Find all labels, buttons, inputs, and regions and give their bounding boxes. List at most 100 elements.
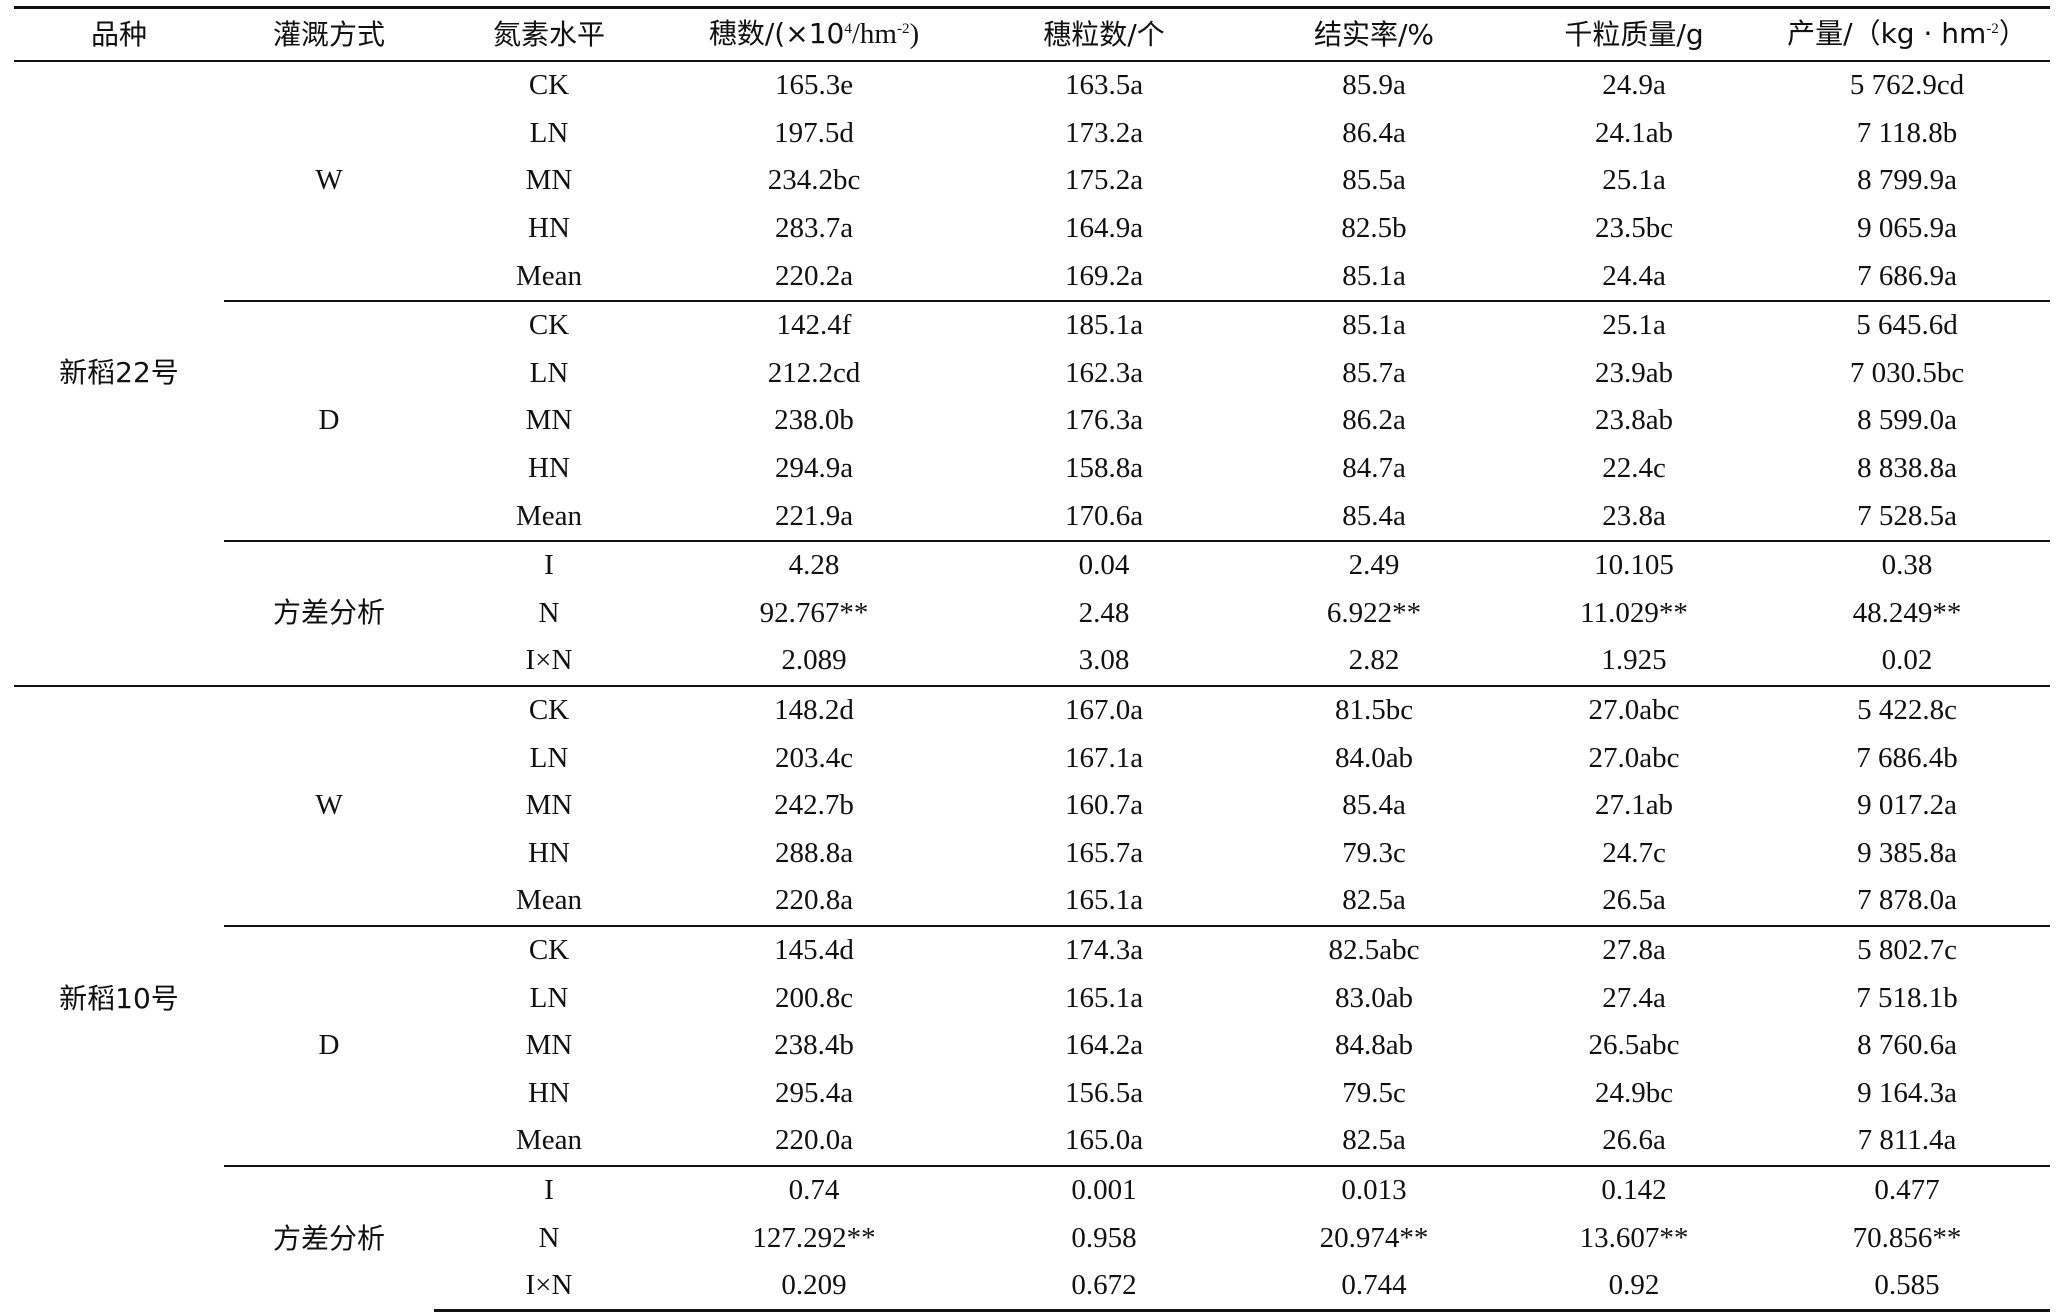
yield-cell: 7 118.8b <box>1856 116 1958 149</box>
nitrogen-level: HN <box>528 836 570 869</box>
grain-weight-cell: 27.8a <box>1504 924 1764 975</box>
data-table-sheet: 品种 灌溉方式 氮素水平 穗数/(×104/hm-2) 穗粒数/个 结实率/% … <box>14 6 2050 1312</box>
panicles-cell: 142.4f <box>664 299 964 350</box>
grains-cell: 3.08 <box>1078 644 1130 677</box>
yield-components-table: 品种 灌溉方式 氮素水平 穗数/(×104/hm-2) 穗粒数/个 结实率/% … <box>14 6 2050 1312</box>
irrigation-cell: 方差分析 <box>224 539 434 686</box>
seed-setting-cell: 0.744 <box>1244 1261 1504 1312</box>
seed-setting-cell: 82.5abc <box>1244 924 1504 975</box>
table-row: Mean 220.0a 165.0a 82.5a 26.6a 7 811.4a <box>14 1117 2050 1166</box>
seed-setting-cell: 86.4a <box>1342 116 1406 149</box>
seed-setting-cell: 85.7a <box>1342 356 1406 389</box>
grain-weight-cell: 26.6a <box>1602 1124 1666 1157</box>
yield-cell: 9 017.2a <box>1857 789 1957 822</box>
header-variety: 品种 <box>14 6 224 62</box>
table-row: I×N 0.209 0.672 0.744 0.92 0.585 <box>14 1261 2050 1312</box>
grains-cell: 174.3a <box>964 924 1244 975</box>
grains-cell: 158.8a <box>1064 452 1144 485</box>
nitrogen-level: I×N <box>525 644 573 677</box>
grains-cell: 165.0a <box>1064 1124 1144 1157</box>
yield-cell: 8 799.9a <box>1857 164 1957 197</box>
nitrogen-level: N <box>538 1221 560 1254</box>
grain-weight-cell: 11.029** <box>1580 596 1688 629</box>
grain-weight-cell: 25.1a <box>1602 164 1666 197</box>
grain-weight-cell: 10.105 <box>1504 539 1764 590</box>
header-irrigation: 灌溉方式 <box>224 6 434 62</box>
panicles-cell: 145.4d <box>664 924 964 975</box>
header-panicles-mid: /hm <box>851 18 897 50</box>
panicles-cell: 295.4a <box>774 1076 854 1109</box>
grains-cell: 0.958 <box>1071 1221 1137 1254</box>
header-grain-weight: 千粒质量/g <box>1504 6 1764 62</box>
grains-cell: 170.6a <box>1064 499 1144 532</box>
grain-weight-cell: 26.5abc <box>1588 1029 1680 1062</box>
table-row: 方差分析 I 4.28 0.04 2.49 10.105 0.38 <box>14 539 2050 686</box>
grains-cell: 0.001 <box>964 1164 1244 1215</box>
yield-cell: 7 686.9a <box>1857 259 1957 292</box>
grain-weight-cell: 24.4a <box>1602 259 1666 292</box>
grains-cell: 167.0a <box>964 684 1244 735</box>
grains-cell: 0.672 <box>964 1261 1244 1312</box>
seed-setting-cell: 86.2a <box>1342 404 1406 437</box>
nitrogen-level: I <box>434 539 664 590</box>
variety-cell: 新稻10号 <box>14 684 224 1311</box>
grain-weight-cell: 0.92 <box>1504 1261 1764 1312</box>
grains-cell: 185.1a <box>964 299 1244 350</box>
table-row: LN 200.8c 165.1a 83.0ab 27.4a 7 518.1b <box>14 974 2050 1022</box>
header-seed-setting: 结实率/% <box>1244 6 1504 62</box>
nitrogen-level: LN <box>529 356 569 389</box>
yield-cell: 7 518.1b <box>1856 981 1958 1014</box>
nitrogen-level: Mean <box>515 884 583 917</box>
grain-weight-cell: 23.8a <box>1602 499 1666 532</box>
seed-setting-cell: 2.82 <box>1348 644 1400 677</box>
grain-weight-cell: 23.8ab <box>1594 404 1674 437</box>
grain-weight-cell: 24.9bc <box>1594 1076 1674 1109</box>
panicles-cell: 220.2a <box>774 259 854 292</box>
table-row: MN 238.0b 176.3a 86.2a 23.8ab 8 599.0a <box>14 397 2050 445</box>
table-row: N 92.767** 2.48 6.922** 11.029** 48.249** <box>14 590 2050 638</box>
table-row: N 127.292** 0.958 20.974** 13.607** 70.856** <box>14 1214 2050 1262</box>
yield-cell: 5 645.6d <box>1764 299 2050 350</box>
seed-setting-cell: 79.3c <box>1342 836 1406 869</box>
yield-cell: 8 838.8a <box>1857 452 1957 485</box>
panicles-cell: 221.9a <box>774 499 854 532</box>
yield-cell: 48.249** <box>1852 596 1962 629</box>
table-row: HN 294.9a 158.8a 84.7a 22.4c 8 838.8a <box>14 445 2050 493</box>
yield-cell: 0.02 <box>1881 644 1933 677</box>
panicles-cell: 148.2d <box>664 684 964 735</box>
grain-weight-cell: 24.7c <box>1602 836 1666 869</box>
yield-cell: 7 878.0a <box>1857 884 1957 917</box>
grain-weight-cell: 1.925 <box>1601 644 1667 677</box>
table-row: 新稻22号 W CK 165.3e 163.5a 85.9a 24.9a 5 762.9cd <box>14 61 2050 387</box>
yield-cell: 8 760.6a <box>1857 1029 1957 1062</box>
seed-setting-cell: 85.1a <box>1342 259 1406 292</box>
seed-setting-cell: 82.5b <box>1341 212 1407 245</box>
header-yield: 产量/（kg · hm-2） <box>1764 6 2050 62</box>
panicles-cell: 212.2cd <box>767 356 861 389</box>
variety-cell: 新稻22号 <box>59 356 179 390</box>
header-yield-prefix: 产量/（kg · hm <box>1787 17 1987 50</box>
panicles-cell: 288.8a <box>774 836 854 869</box>
grains-cell: 175.2a <box>1064 164 1144 197</box>
yield-cell: 0.585 <box>1764 1261 2050 1312</box>
header-yield-suffix: ） <box>1998 17 2027 50</box>
table-row: MN 242.7b 160.7a 85.4a 27.1ab 9 017.2a <box>14 782 2050 830</box>
yield-cell: 9 164.3a <box>1857 1076 1957 1109</box>
panicles-cell: 238.0b <box>774 404 854 437</box>
header-panicles-sup1: 4 <box>844 21 852 37</box>
table-row: HN 288.8a 165.7a 79.3c 24.7c 9 385.8a <box>14 830 2050 878</box>
panicles-cell: 220.8a <box>774 884 854 917</box>
grains-cell: 165.7a <box>1064 836 1144 869</box>
seed-setting-cell: 84.8ab <box>1334 1029 1414 1062</box>
table-row: D CK 142.4f 185.1a 85.1a 25.1a 5 645.6d <box>14 299 2050 541</box>
nitrogen-level: Mean <box>515 499 583 532</box>
table-row: D CK 145.4d 174.3a 82.5abc 27.8a 5 802.7c <box>14 924 2050 1166</box>
header-yield-sup: -2 <box>1986 21 1999 37</box>
yield-cell: 7 528.5a <box>1857 499 1957 532</box>
seed-setting-cell: 2.49 <box>1244 539 1504 590</box>
table-header: 品种 灌溉方式 氮素水平 穗数/(×104/hm-2) 穗粒数/个 结实率/% … <box>14 6 2050 62</box>
grain-weight-cell: 13.607** <box>1579 1221 1689 1254</box>
grains-cell: 167.1a <box>1064 741 1144 774</box>
yield-cell: 5 802.7c <box>1764 924 2050 975</box>
table-row: Mean 220.2a 169.2a 85.1a 24.4a 7 686.9a <box>14 252 2050 301</box>
